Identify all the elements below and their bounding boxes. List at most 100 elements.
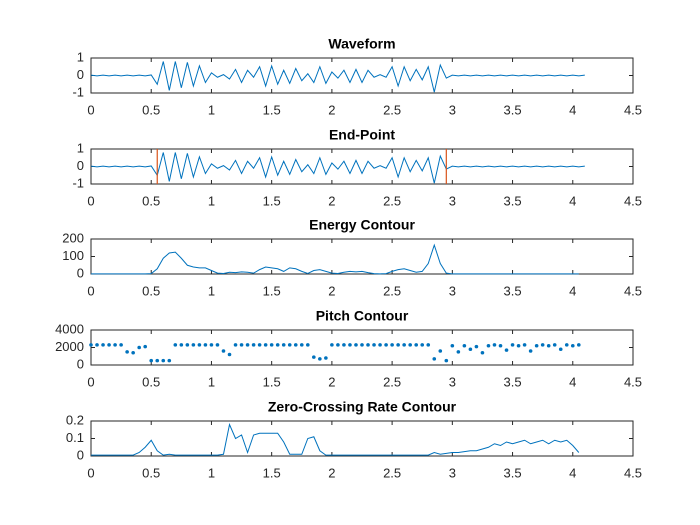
data-point	[233, 343, 238, 347]
x-tick-label: 1.5	[263, 102, 281, 117]
data-point	[203, 343, 208, 347]
data-point	[384, 343, 388, 347]
x-tick-label: 1	[208, 465, 215, 480]
data-point	[558, 347, 563, 352]
x-tick-label: 0.5	[142, 102, 160, 117]
data-point	[420, 343, 425, 347]
data-point	[468, 347, 473, 352]
data-point	[149, 358, 154, 363]
data-point	[215, 343, 220, 347]
x-tick-label: 4	[569, 283, 576, 298]
data-point	[570, 343, 575, 348]
data-point	[432, 357, 437, 361]
data-point	[155, 358, 160, 363]
data-point	[89, 343, 93, 347]
data-point	[95, 343, 99, 347]
chart-title: Zero-Crossing Rate Contour	[268, 399, 457, 415]
data-point	[450, 343, 455, 348]
y-tick-label: 0	[77, 356, 84, 371]
chart-title: End-Point	[329, 127, 395, 143]
x-tick-label: 2.5	[383, 465, 401, 480]
data-point	[318, 357, 322, 361]
y-tick-label: 4000	[55, 321, 84, 336]
data-point	[354, 343, 358, 347]
x-tick-label: 0	[87, 465, 94, 480]
y-tick-label: 0	[77, 265, 84, 280]
data-point	[330, 343, 334, 347]
x-tick-label: 2	[328, 102, 335, 117]
data-point	[414, 343, 419, 347]
axes-box	[90, 329, 634, 366]
data-point	[390, 343, 394, 347]
y-tick-label: 0.2	[66, 412, 84, 427]
data-point	[299, 343, 304, 347]
x-tick-label: 3.5	[504, 465, 522, 480]
data-point	[209, 343, 214, 347]
data-point	[227, 352, 232, 357]
y-tick-label: 0	[77, 447, 84, 462]
x-tick-label: 1.5	[263, 374, 281, 389]
data-point	[426, 343, 431, 347]
data-point	[197, 343, 202, 347]
data-line	[90, 152, 585, 184]
x-tick-label: 4.5	[624, 374, 642, 389]
axes-box	[90, 420, 634, 457]
data-point	[564, 343, 569, 347]
x-tick-label: 4	[569, 465, 576, 480]
x-tick-label: 2	[328, 465, 335, 480]
data-point	[474, 344, 479, 349]
y-tick-label: -1	[72, 84, 84, 99]
data-point	[528, 349, 533, 353]
data-point	[113, 343, 117, 347]
x-tick-label: 1.5	[263, 465, 281, 480]
data-point	[360, 343, 364, 347]
x-tick-label: 2.5	[383, 102, 401, 117]
x-tick-label: 2.5	[383, 283, 401, 298]
x-tick-label: 2.5	[383, 374, 401, 389]
data-point	[101, 343, 105, 347]
data-point	[510, 343, 515, 347]
chart-title: Waveform	[328, 36, 395, 52]
x-tick-label: 3.5	[504, 193, 522, 208]
x-tick-label: 3	[449, 283, 456, 298]
x-tick-label: 2	[328, 374, 335, 389]
data-point	[221, 349, 226, 353]
x-tick-label: 0	[87, 102, 94, 117]
y-tick-label: 100	[62, 248, 84, 263]
y-tick-label: 0	[77, 158, 84, 173]
chart-title: Energy Contour	[309, 217, 415, 233]
y-tick-label: 0	[77, 67, 84, 82]
x-tick-label: 4	[569, 102, 576, 117]
data-point	[456, 350, 461, 354]
x-tick-label: 3	[449, 102, 456, 117]
data-point	[275, 343, 280, 347]
x-tick-label: 0.5	[142, 283, 160, 298]
data-point	[504, 348, 509, 352]
x-tick-label: 1	[208, 193, 215, 208]
x-tick-label: 3	[449, 193, 456, 208]
data-point	[161, 358, 166, 363]
data-point	[480, 350, 485, 355]
x-tick-label: 3	[449, 465, 456, 480]
x-tick-label: 0.5	[142, 374, 160, 389]
data-point	[577, 343, 581, 347]
data-point	[324, 356, 328, 360]
x-tick-label: 0	[87, 374, 94, 389]
data-point	[534, 343, 539, 348]
data-point	[167, 358, 172, 363]
data-point	[306, 343, 310, 347]
data-point	[125, 350, 129, 354]
data-point	[444, 358, 449, 363]
data-point	[342, 343, 346, 347]
x-tick-label: 2	[328, 193, 335, 208]
data-point	[287, 343, 292, 347]
x-tick-label: 3	[449, 374, 456, 389]
data-point	[245, 343, 250, 347]
x-tick-label: 0	[87, 283, 94, 298]
data-line	[90, 61, 585, 93]
data-point	[191, 343, 196, 347]
data-point	[143, 344, 147, 349]
data-point	[173, 343, 178, 347]
y-tick-label: 200	[62, 230, 84, 245]
